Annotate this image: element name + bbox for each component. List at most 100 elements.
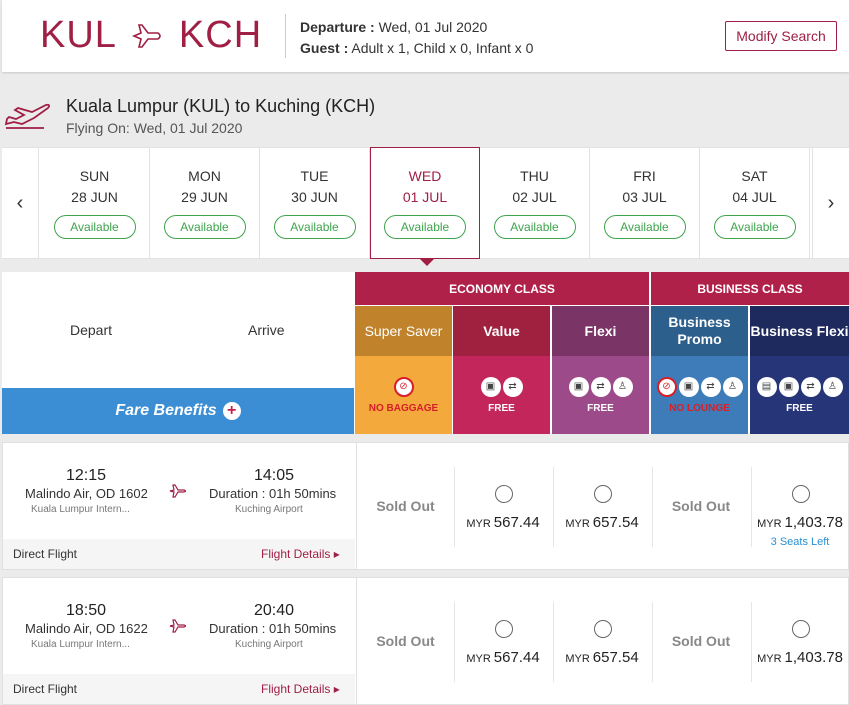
fare-cell-business-promo: Sold Out: [652, 467, 749, 547]
fare-cell-flexi[interactable]: MYR 657.54: [553, 602, 650, 682]
route-title: Kuala Lumpur (KUL) to Kuching (KCH): [66, 96, 376, 116]
flight-details-link[interactable]: Flight Details ▸: [261, 682, 340, 696]
flight-duration: Duration : 01h 50mins: [209, 621, 337, 636]
search-summary-header: KUL KCH Departure : Wed, 01 Jul 2020 Gue…: [2, 0, 849, 72]
fare-radio[interactable]: [495, 485, 513, 503]
next-week-button[interactable]: ›: [812, 148, 849, 258]
change-flight-icon: ⇄: [502, 376, 523, 397]
fare-radio[interactable]: [495, 620, 513, 638]
fare-radio[interactable]: [792, 620, 810, 638]
date-value: 30 JUN: [291, 189, 338, 205]
carrier-flight: Malindo Air, OD 1602: [25, 486, 148, 501]
date-day: FRI: [633, 168, 656, 184]
fare-type-business-promo: Business Promo ⊘ ▣ ⇄ ♙ NO LOUNGE: [651, 306, 748, 434]
fare-cell-super-saver: Sold Out: [357, 467, 454, 547]
currency: MYR: [466, 653, 491, 665]
currency: MYR: [757, 518, 782, 530]
price-amount: 567.44: [493, 649, 540, 666]
divider: [356, 578, 357, 704]
divider: [356, 443, 357, 569]
fare-cell-business-promo: Sold Out: [652, 602, 749, 682]
trip-info: Departure : Wed, 01 Jul 2020 Guest : Adu…: [300, 17, 533, 59]
sold-out-label: Sold Out: [376, 498, 435, 514]
date-day: SAT: [741, 168, 768, 184]
no-lounge-icon: ⊘: [656, 376, 677, 397]
fare-type-name: Value: [453, 306, 550, 356]
fare-cell-business-flexi[interactable]: MYR 1,403.78 3 Seats Left: [751, 467, 848, 548]
destination-airport: Kuching Airport: [235, 504, 303, 515]
change-flight-icon: ⇄: [590, 376, 611, 397]
economy-class-header: ECONOMY CLASS: [355, 272, 649, 305]
date-tab-fri[interactable]: FRI 03 JUL Available: [590, 148, 700, 258]
fare-type-business-flexi: Business Flexi ▤ ▣ ⇄ ♙ FREE: [750, 306, 849, 434]
date-value: 02 JUL: [512, 189, 557, 205]
departure-label: Departure :: [300, 19, 375, 35]
availability-badge: Available: [713, 215, 796, 239]
guest-label: Guest :: [300, 40, 349, 56]
flight-details-link[interactable]: Flight Details ▸: [261, 547, 340, 561]
date-tab-thu[interactable]: THU 02 JUL Available: [480, 148, 590, 258]
departure-time: 12:15: [66, 467, 107, 484]
business-class-header: BUSINESS CLASS: [651, 272, 849, 305]
date-tab-tue[interactable]: TUE 30 JUN Available: [260, 148, 370, 258]
currency: MYR: [565, 518, 590, 530]
fare-type-name: Super Saver: [355, 306, 452, 356]
lounge-icon: ▤: [756, 376, 777, 397]
date-day: SUN: [79, 168, 110, 184]
destination-code: KCH: [178, 14, 263, 56]
date-day: THU: [520, 168, 549, 184]
origin-code: KUL: [40, 14, 117, 56]
arrival-time: 14:05: [254, 467, 295, 484]
fare-radio[interactable]: [594, 485, 612, 503]
prev-week-button[interactable]: ‹: [2, 148, 39, 258]
price-amount: 567.44: [493, 514, 540, 531]
date-value: 01 JUL: [402, 189, 448, 205]
departure-value: Wed, 01 Jul 2020: [374, 19, 488, 35]
route-subtitle: Flying On: Wed, 01 Jul 2020: [66, 120, 243, 136]
fare-type-super-saver: Super Saver ⊘ NO BAGGAGE: [355, 306, 452, 434]
fare-price: MYR 1,403.78: [752, 514, 848, 531]
availability-badge: Available: [493, 215, 576, 239]
fare-cell-business-flexi[interactable]: MYR 1,403.78: [751, 602, 848, 682]
flight-duration: Duration : 01h 50mins: [209, 486, 337, 501]
date-tab-mon[interactable]: MON 29 JUN Available: [150, 148, 260, 258]
date-selector: ‹ SUN 28 JUN Available MON 29 JUN Availa…: [2, 147, 849, 259]
chevron-left-icon: ‹: [16, 191, 24, 214]
fare-cell-super-saver: Sold Out: [357, 602, 454, 682]
fare-type-note: FREE: [587, 402, 614, 414]
route-codes: KUL KCH: [40, 14, 262, 57]
availability-badge: Available: [603, 215, 686, 239]
fare-type-note: NO BAGGAGE: [368, 402, 439, 414]
fare-type-flexi: Flexi ▣ ⇄ ♙ FREE: [552, 306, 649, 434]
chevron-right-icon: ›: [827, 191, 835, 214]
date-tab-sat[interactable]: SAT 04 JUL Available: [700, 148, 810, 258]
plane-icon: [131, 23, 161, 48]
date-day: MON: [188, 168, 221, 184]
date-tab-sun[interactable]: SUN 28 JUN Available: [40, 148, 150, 258]
sold-out-label: Sold Out: [671, 498, 731, 514]
modify-search-button[interactable]: Modify Search: [725, 21, 837, 51]
change-flight-icon: ⇄: [700, 376, 721, 397]
fare-cell-value[interactable]: MYR 567.44: [454, 467, 551, 547]
flight-info: 18:50 Malindo Air, OD 1622 Kuala Lumpur …: [3, 578, 355, 704]
fare-header-table: Depart Arrive Fare Benefits + ECONOMY CL…: [2, 272, 849, 434]
fare-benefits-label: Fare Benefits: [115, 402, 217, 419]
origin-airport: Kuala Lumpur Intern...: [31, 639, 130, 650]
price-amount: 657.54: [592, 649, 639, 666]
currency: MYR: [565, 653, 590, 665]
fare-type-name: Business Flexi: [750, 306, 849, 356]
flight-row: 18:50 Malindo Air, OD 1622 Kuala Lumpur …: [2, 577, 849, 705]
sold-out-label: Sold Out: [376, 633, 435, 649]
date-tab-wed-selected[interactable]: WED 01 JUL Available: [370, 147, 480, 259]
price-amount: 1,403.78: [784, 649, 843, 666]
fare-radio[interactable]: [594, 620, 612, 638]
fare-radio[interactable]: [792, 485, 810, 503]
date-value: 29 JUN: [181, 189, 228, 205]
guest-value: Adult x 1, Child x 0, Infant x 0: [348, 40, 534, 56]
availability-badge: Available: [384, 215, 466, 239]
fare-benefits-toggle[interactable]: Fare Benefits +: [2, 388, 354, 434]
change-flight-icon: ⇄: [800, 376, 821, 397]
date-value: 04 JUL: [732, 189, 777, 205]
fare-cell-value[interactable]: MYR 567.44: [454, 602, 551, 682]
fare-cell-flexi[interactable]: MYR 657.54: [553, 467, 650, 547]
